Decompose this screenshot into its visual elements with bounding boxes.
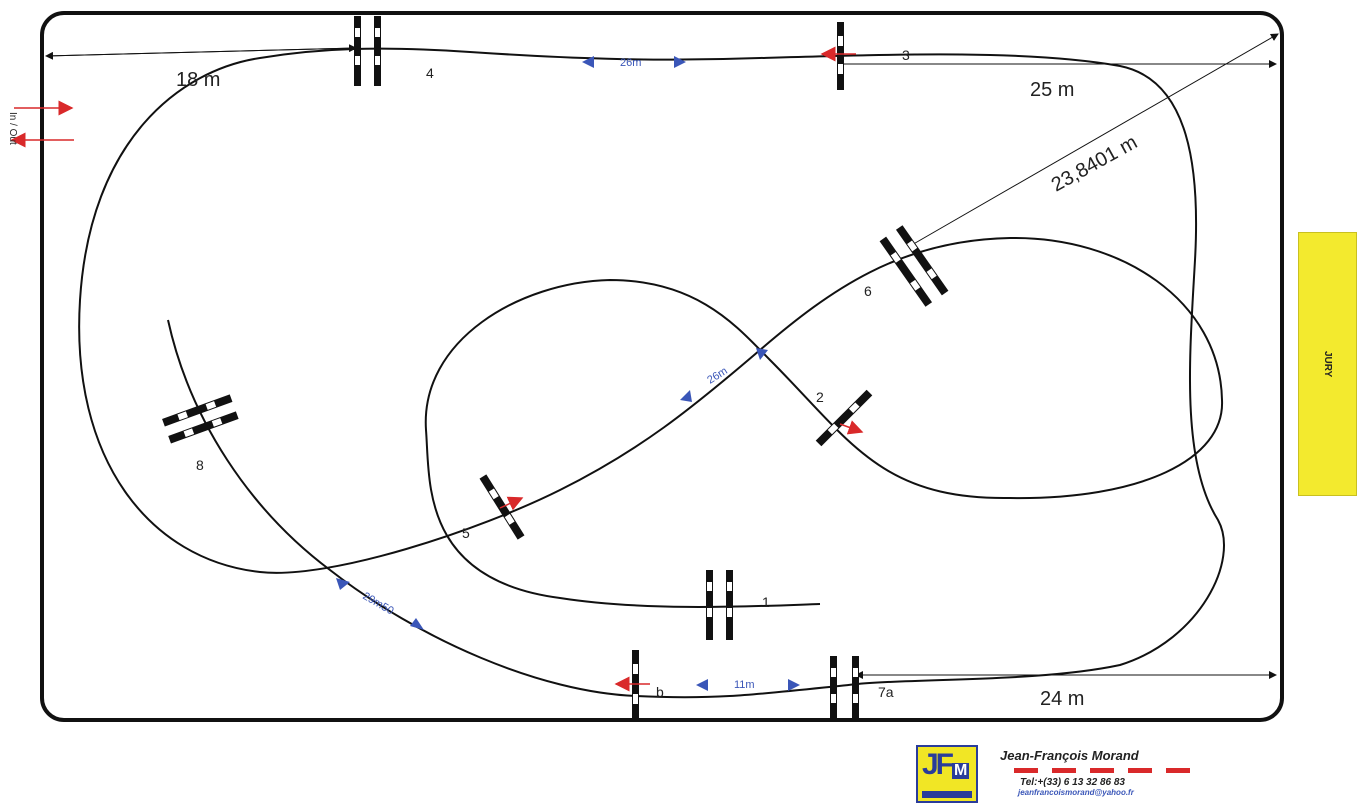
obstacle-b [614,650,650,720]
in-out-arrows: In / Out [7,100,74,148]
obstacle-4-label: 4 [426,65,434,81]
obstacle-7a-label: 7a [878,684,894,700]
designer-name: Jean-François Morand [1000,748,1139,763]
distance-top-label: 26m [620,57,641,69]
obstacle-4 [354,16,381,86]
obstacle-1-label: 1 [762,594,770,610]
designer-logo: JF M [916,745,978,803]
obstacle-2-label: 2 [816,389,824,405]
dimension-line-diagonal [909,33,1279,247]
obstacle-6-label: 6 [864,283,872,299]
dimension-diagonal: 23,8401 m [1048,131,1141,196]
obstacle-1 [706,570,733,640]
jury-label: JURY [1322,350,1333,378]
distance-bottom-label: 11m [734,679,755,691]
obstacle-8 [162,394,239,444]
decorative-dashes [1014,768,1196,773]
in-out-label: In / Out [7,112,18,145]
obstacle-5-label: 5 [462,525,470,541]
course-track [78,47,1225,699]
distance-left-label: 29m50 [361,590,396,617]
distance-bottom: 11m [696,679,800,691]
arena-border [40,11,1284,722]
obstacle-2 [815,389,873,447]
dimension-top-left: 18 m [176,69,220,91]
dimension-bottom-right: 24 m [1040,688,1084,710]
course-plan: In / Out 18 m 25 m 23,8401 m 24 m 1 2 3 … [7,11,1284,722]
dimension-top-right: 25 m [1030,79,1074,101]
designer-contact: Jean-François Morand Tel:+(33) 6 13 32 8… [1000,748,1210,797]
obstacle-8-label: 8 [196,457,204,473]
distance-left: 29m50 [336,578,424,630]
obstacle-7a [830,656,859,720]
obstacle-3 [820,22,856,90]
distance-middle: 26m [680,348,768,402]
obstacle-6 [879,225,949,307]
designer-phone: Tel:+(33) 6 13 32 86 83 [1020,777,1125,788]
obstacle-b-label: b [656,684,664,700]
distance-middle-label: 26m [705,365,730,387]
designer-email: jeanfrancoismorand@yahoo.fr [1018,788,1134,797]
jury-box: JURY [1298,232,1357,496]
distance-top: 26m [582,56,686,69]
obstacle-3-label: 3 [902,47,910,63]
